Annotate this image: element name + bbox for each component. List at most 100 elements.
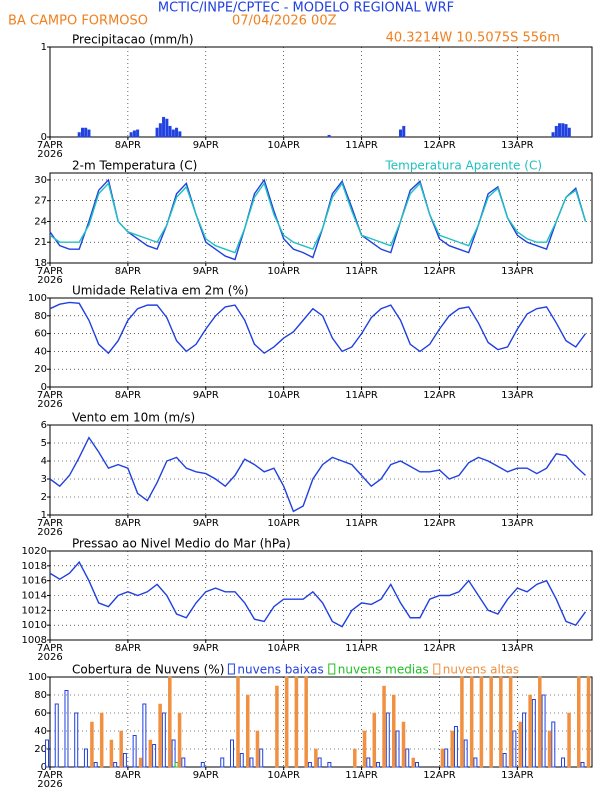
bar — [45, 739, 49, 768]
bar — [518, 721, 523, 768]
bar — [327, 762, 332, 768]
bar — [304, 676, 308, 768]
bar — [402, 125, 406, 138]
x-tick-label: 8APR — [115, 770, 141, 781]
legend-swatch — [433, 663, 441, 675]
series-line — [49, 301, 587, 355]
bar — [158, 123, 162, 138]
bar — [93, 762, 98, 768]
bar — [463, 739, 468, 768]
bar — [99, 712, 104, 768]
bar — [171, 129, 175, 138]
x-tick-label: 9APR — [193, 140, 219, 151]
bar — [87, 129, 91, 138]
x-tick-label: 7APR — [37, 140, 63, 151]
legend-label: Temperatura Aparente (C) — [384, 159, 542, 173]
panel-title: Cobertura de Nuvens (%) — [72, 663, 224, 677]
y-tick-label: 4 — [41, 456, 47, 467]
panel-title: Pressao ao Nivel Medio do Mar (hPa) — [72, 537, 291, 551]
y-tick-label: 1 — [41, 42, 47, 53]
y-tick-label: 27 — [34, 196, 47, 207]
bar — [284, 676, 289, 768]
bar — [83, 748, 88, 768]
bar — [366, 757, 371, 768]
bar — [376, 762, 381, 768]
series-line — [49, 178, 587, 261]
bar — [229, 739, 234, 768]
x-tick-label: 12APR — [423, 390, 456, 401]
x-tick-label: 10APR — [267, 390, 300, 401]
plot-frame — [49, 46, 593, 138]
bar — [236, 676, 240, 768]
bar — [64, 690, 69, 768]
x-tick-label: 13APR — [501, 643, 534, 654]
x-tick-label: 9APR — [193, 266, 219, 277]
bar — [307, 762, 312, 768]
coordinates: 40.3214W 10.5075S 556m — [386, 31, 560, 46]
bar — [372, 712, 377, 768]
bar — [158, 703, 162, 768]
bar — [142, 703, 147, 768]
bar — [113, 762, 118, 768]
x-tick-label: 8APR — [115, 266, 141, 277]
y-tick-label: 0 — [41, 382, 47, 393]
y-tick-label: 1008 — [22, 635, 47, 646]
x-tick-label: 13APR — [501, 518, 534, 529]
bar — [414, 762, 419, 768]
legend-label: nuvens altas — [443, 663, 519, 677]
y-tick-label: 0 — [41, 132, 47, 143]
bar — [395, 730, 400, 768]
bar — [538, 676, 542, 768]
y-tick-label: 24 — [34, 216, 47, 227]
y-tick-label: 1020 — [22, 546, 47, 557]
x-tick-label: 12APR — [423, 770, 456, 781]
bar — [453, 726, 458, 768]
bar — [177, 712, 182, 768]
y-tick-label: 1012 — [22, 605, 47, 616]
x-year-label: 2026 — [37, 652, 62, 663]
x-tick-label: 10APR — [267, 770, 300, 781]
x-tick-label: 13APR — [501, 770, 534, 781]
x-tick-label: 8APR — [115, 140, 141, 151]
bar — [174, 762, 179, 768]
y-tick-label: 100 — [28, 672, 47, 683]
bar — [450, 730, 454, 768]
location: BA CAMPO FORMOSO — [8, 14, 148, 29]
bar — [558, 123, 562, 138]
legend-label: nuvens medias — [338, 663, 429, 677]
x-tick-label: 7APR — [37, 266, 63, 277]
bar — [138, 757, 143, 768]
x-tick-label: 9APR — [193, 770, 219, 781]
y-tick-label: 18 — [34, 258, 47, 269]
bar — [499, 676, 503, 768]
bar — [489, 676, 493, 768]
bar — [161, 712, 166, 768]
bar — [178, 131, 182, 138]
bar — [122, 753, 127, 768]
x-tick-label: 12APR — [423, 266, 456, 277]
bar — [327, 134, 331, 138]
bar — [411, 757, 416, 768]
bar — [245, 694, 250, 768]
bar — [444, 748, 449, 768]
y-tick-label: 80 — [34, 311, 47, 322]
bar — [181, 757, 186, 768]
run-time: 07/04/2026 00Z — [232, 14, 337, 29]
x-tick-label: 8APR — [115, 518, 141, 529]
bar — [132, 735, 137, 768]
bar — [522, 712, 527, 768]
bar — [531, 699, 536, 768]
bar — [479, 676, 484, 768]
bar — [84, 127, 88, 138]
y-tick-label: 100 — [28, 293, 47, 304]
panel-title: 2-m Temperatura (C) — [72, 159, 197, 173]
x-tick-label: 10APR — [267, 266, 300, 277]
x-tick-label: 8APR — [115, 390, 141, 401]
bar — [551, 721, 556, 768]
bar — [175, 127, 179, 138]
x-tick-label: 12APR — [423, 140, 456, 151]
panel-title: Umidade Relativa em 2m (%) — [72, 284, 249, 298]
x-tick-label: 8APR — [115, 643, 141, 654]
bar — [567, 712, 571, 768]
